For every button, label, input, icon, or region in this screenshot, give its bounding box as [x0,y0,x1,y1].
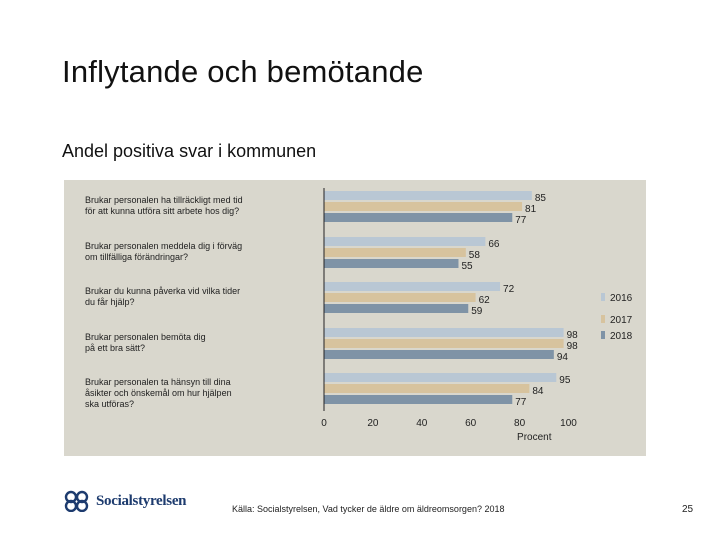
legend-swatch-2017 [601,315,605,323]
bar-2017-1 [324,202,523,211]
bar-2018-2 [324,259,459,268]
chart-panel: Brukar personalen ha tillräckligt med ti… [64,180,646,456]
bar-2017-4 [324,339,564,348]
x-axis-title: Procent [517,432,552,443]
legend-label-2017: 2017 [610,315,633,326]
bar-2016-3 [324,282,501,291]
value-label-2018-1: 77 [515,215,527,226]
chart-subtitle: Andel positiva svar i kommunen [62,141,317,161]
category-label-4: Brukar personalen bemöta dig på ett bra s… [85,332,206,353]
value-label-2018-4: 94 [557,352,569,363]
category-label-line: du får hjälp? [85,297,135,307]
category-label-line: ska utföras? [85,399,134,409]
value-label-2017-4: 98 [567,341,579,352]
bar-2017-5 [324,384,530,393]
value-label-2016-5: 95 [559,375,571,386]
logo-icon [64,490,89,512]
value-label-2017-2: 58 [469,250,481,261]
bar-2018-4 [324,350,554,359]
bar-2016-5 [324,373,557,382]
bar-chart: Brukar personalen ha tillräckligt med ti… [85,188,633,443]
bar-2016-1 [324,191,532,200]
value-label-2016-4: 98 [567,330,579,341]
category-label-2: Brukar personalen meddela dig i förväg om… [85,241,242,262]
legend-label-2016: 2016 [610,293,633,304]
category-label-line: om tillfälliga förändringar? [85,252,188,262]
value-label-2018-5: 77 [515,397,527,408]
legend-swatch-2016 [601,293,605,301]
value-label-2017-1: 81 [525,204,537,215]
x-tick-label-80: 80 [514,418,526,429]
bar-2016-2 [324,237,486,246]
value-label-2018-2: 55 [461,261,473,272]
category-label-line: Brukar personalen meddela dig i förväg [85,241,242,251]
bar-2017-2 [324,248,466,257]
value-label-2016-1: 85 [535,193,547,204]
x-tick-label-20: 20 [367,418,379,429]
value-label-2016-2: 66 [488,239,500,250]
category-label-line: Brukar du kunna påverka vid vilka tider [85,286,240,296]
page-number: 25 [682,504,694,515]
bar-2018-1 [324,213,513,222]
category-label-3: Brukar du kunna påverka vid vilka tider d… [85,286,240,307]
x-tick-label-0: 0 [321,418,327,429]
value-label-2017-3: 62 [479,295,491,306]
category-label-line: åsikter och önskemål om hur hjälpen [85,388,232,398]
category-label-1: Brukar personalen ha tillräckligt med ti… [85,195,243,216]
category-label-line: Brukar personalen ta hänsyn till dina [85,377,231,387]
category-label-5: Brukar personalen ta hänsyn till dina åsi… [85,377,232,409]
bar-2018-3 [324,304,469,313]
socialstyrelsen-logo: Socialstyrelsen [64,486,187,516]
category-label-line: på ett bra sätt? [85,343,145,353]
bar-2017-3 [324,293,476,302]
bar-2016-4 [324,328,564,337]
value-label-2017-5: 84 [532,386,544,397]
x-tick-label-60: 60 [465,418,477,429]
category-label-line: för att kunna utföra sitt arbete hos dig… [85,206,239,216]
legend-label-2018: 2018 [610,331,633,342]
category-label-line: Brukar personalen ha tillräckligt med ti… [85,195,243,205]
value-label-2018-3: 59 [471,306,483,317]
x-tick-label-100: 100 [560,418,577,429]
logo-text: Socialstyrelsen [96,492,187,509]
legend-swatch-2018 [601,331,605,339]
x-tick-label-40: 40 [416,418,428,429]
slide-title: Inflytande och bemötande [62,54,424,89]
value-label-2016-3: 72 [503,284,515,295]
bar-2018-5 [324,395,513,404]
source-note: Källa: Socialstyrelsen, Vad tycker de äl… [232,504,505,514]
category-label-line: Brukar personalen bemöta dig [85,332,206,342]
